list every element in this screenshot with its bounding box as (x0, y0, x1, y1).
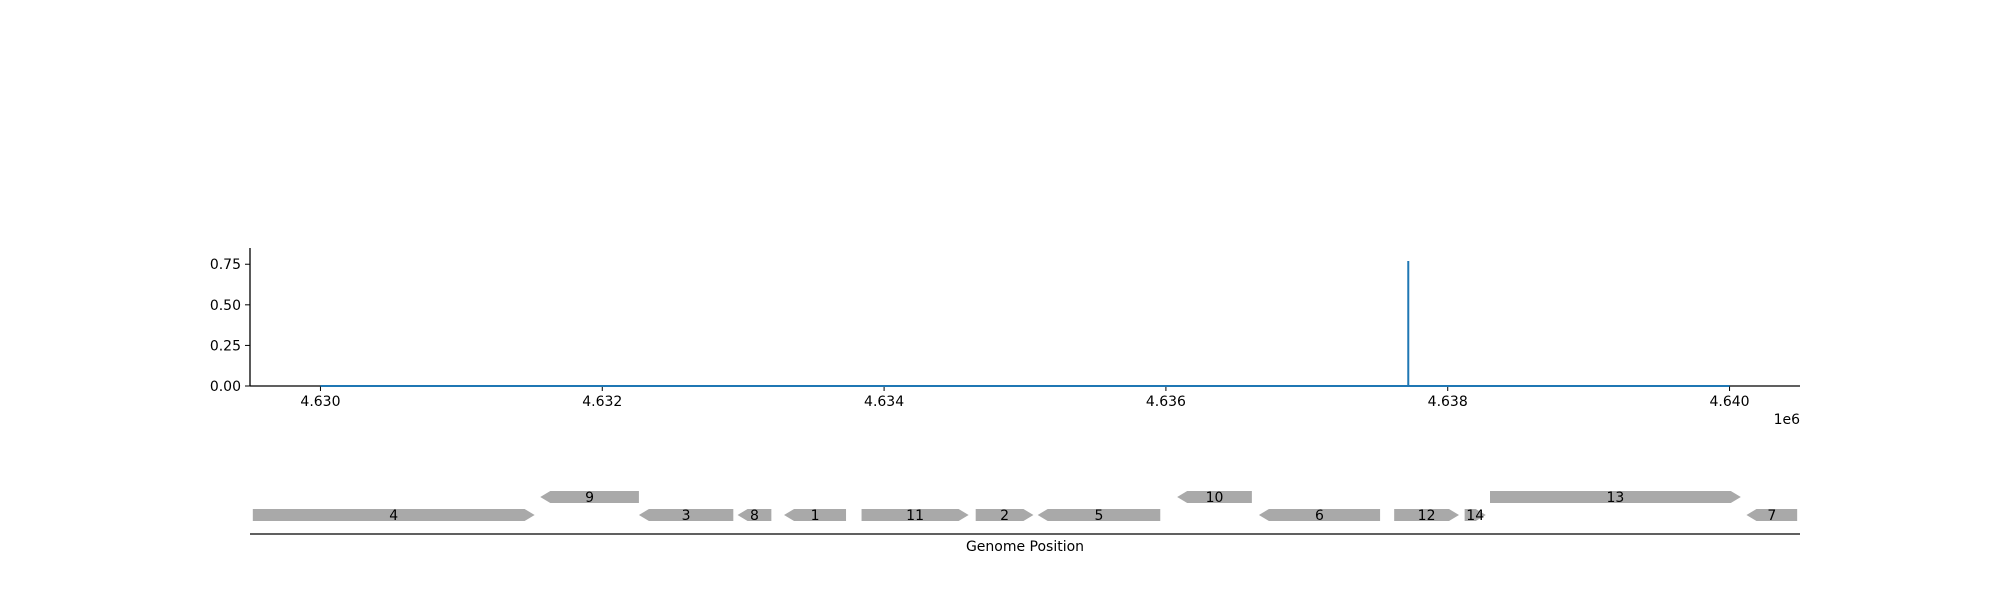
gene-label: 14 (1466, 508, 1484, 524)
x-tick-label: 4.634 (864, 394, 904, 410)
gene-arrow (784, 509, 847, 521)
series-signal (320, 260, 1730, 387)
coverage-plot: 0.000.250.500.75 4.630 4.632 4.634 4.636 4.6… (210, 248, 1800, 428)
x-axis-offset-label: 1e6 (1774, 412, 1801, 428)
gene-label: 7 (1767, 508, 1776, 524)
gene-label: 3 (682, 508, 691, 524)
gene-map-x-axis-label: Genome Position (966, 539, 1084, 555)
y-tick-label: 0.00 (210, 379, 241, 395)
gene-label: 11 (906, 508, 924, 524)
gene-arrow (737, 509, 772, 521)
gene-arrow (1490, 491, 1741, 503)
gene-label: 8 (750, 508, 759, 524)
y-ticks: 0.00 0.25 0.50 0.75 (210, 257, 250, 395)
x-tick-label: 4.638 (1428, 394, 1468, 410)
gene-label: 9 (585, 490, 594, 506)
gene-label: 6 (1315, 508, 1324, 524)
gene-arrow (252, 509, 535, 521)
gene-arrow (540, 491, 639, 503)
y-tick-label: 0.50 (210, 298, 241, 314)
gene-arrow (1177, 491, 1252, 503)
gene-arrow (861, 509, 969, 521)
gene-label: 12 (1418, 508, 1436, 524)
y-tick-label: 0.75 (210, 257, 241, 273)
gene-arrow (1464, 509, 1486, 521)
gene-label: 5 (1095, 508, 1104, 524)
gene-arrow (1258, 509, 1381, 521)
gene-label: 4 (389, 508, 398, 524)
gene-label: 13 (1606, 490, 1624, 506)
gene-arrow (1394, 509, 1459, 521)
gene-arrow (1746, 509, 1798, 521)
gene-label: 1 (811, 508, 820, 524)
gene-label: 10 (1206, 490, 1224, 506)
x-tick-label: 4.632 (582, 394, 622, 410)
y-tick-label: 0.25 (210, 338, 241, 354)
gene-arrow (1037, 509, 1161, 521)
gene-label: 2 (1000, 508, 1009, 524)
x-tick-label: 4.630 (300, 394, 340, 410)
x-tick-label: 4.636 (1146, 394, 1186, 410)
x-ticks: 4.630 4.632 4.634 4.636 4.638 4.640 (300, 386, 1750, 410)
gene-arrow (975, 509, 1034, 521)
gene-arrow (638, 509, 734, 521)
x-tick-label: 4.640 (1709, 394, 1749, 410)
